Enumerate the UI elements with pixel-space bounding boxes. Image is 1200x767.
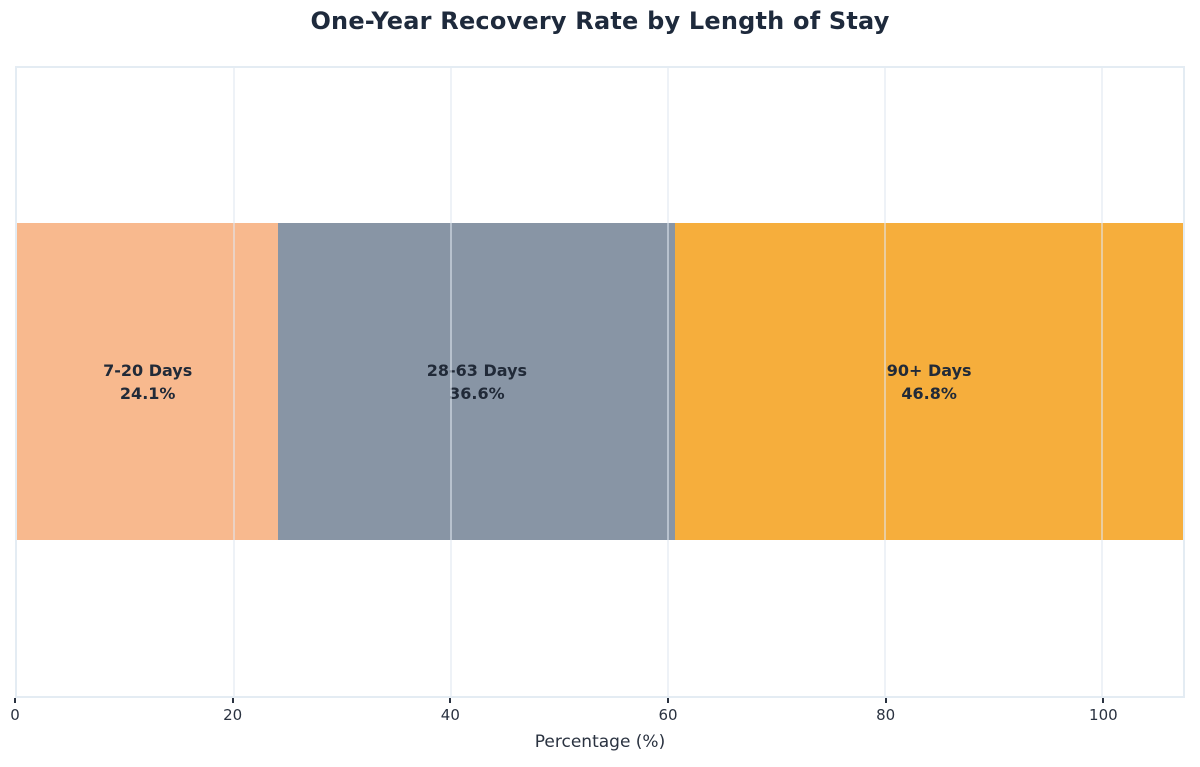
bar-segment-7-20-days: 7-20 Days 24.1% <box>17 223 279 540</box>
tick-label-100: 100 <box>1089 706 1118 724</box>
x-axis-ticks <box>14 698 1185 704</box>
tick-label-60: 60 <box>658 706 678 724</box>
segment-label: 28-63 Days 36.6% <box>426 360 528 403</box>
bar-segment-90-days: 90+ Days 46.8% <box>675 223 1183 540</box>
segment-label: 90+ Days 46.8% <box>886 360 972 403</box>
segment-label: 7-20 Days 24.1% <box>103 360 193 403</box>
stacked-bar: 7-20 Days 24.1% 28-63 Days 36.6% 90+ Days 46.… <box>17 223 1183 540</box>
tick-60 <box>667 698 670 703</box>
plot-area: 7-20 Days 24.1% 28-63 Days 36.6% 90+ Days 46.… <box>15 66 1185 698</box>
x-axis-tick-labels: 0 20 40 60 80 100 <box>10 706 1185 726</box>
tick-40 <box>449 698 452 703</box>
tick-label-40: 40 <box>440 706 460 724</box>
bar-segment-28-63-days: 28-63 Days 36.6% <box>278 223 676 540</box>
tick-label-20: 20 <box>223 706 243 724</box>
tick-20 <box>231 698 234 703</box>
tick-0 <box>14 698 16 703</box>
tick-80 <box>884 698 887 703</box>
tick-label-80: 80 <box>876 706 896 724</box>
tick-100 <box>1102 698 1105 703</box>
tick-label-0: 0 <box>10 706 20 724</box>
chart-title: One-Year Recovery Rate by Length of Stay <box>310 7 890 35</box>
x-axis-label: Percentage (%) <box>534 732 666 752</box>
